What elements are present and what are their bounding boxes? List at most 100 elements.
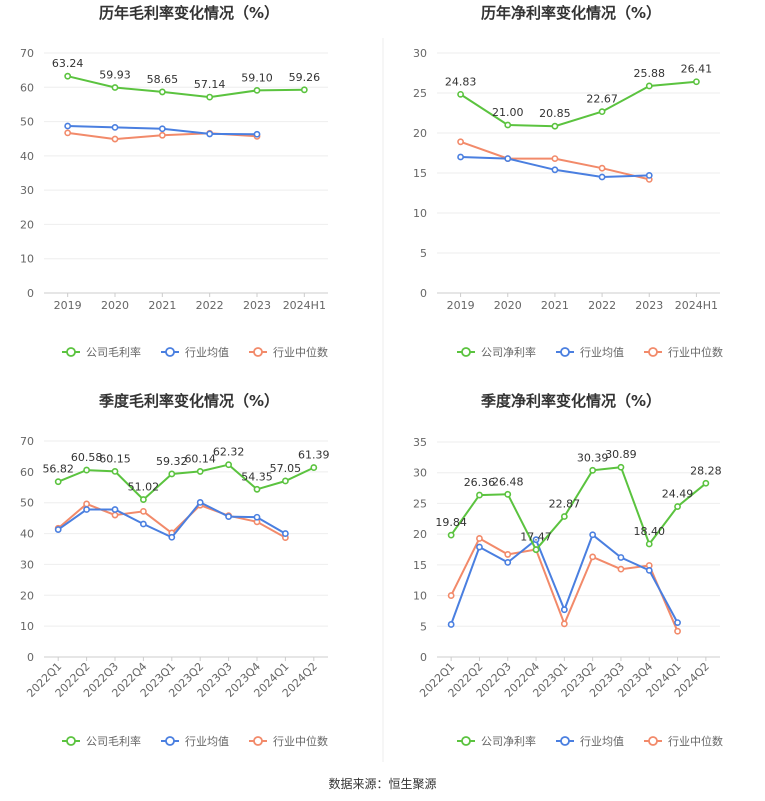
data-label: 62.32 xyxy=(213,446,245,459)
x-tick-label: 2024H1 xyxy=(675,299,718,312)
legend-marker xyxy=(560,347,570,357)
data-label: 59.32 xyxy=(156,455,188,468)
data-label: 28.28 xyxy=(690,464,722,477)
legend-marker xyxy=(165,736,175,746)
legend-label: 行业中位数 xyxy=(668,345,723,359)
legend-marker xyxy=(165,347,175,357)
y-tick-label: 35 xyxy=(413,436,427,449)
data-point-industry_avg xyxy=(281,530,289,537)
y-tick-label: 20 xyxy=(413,127,427,140)
legend-label: 公司净利率 xyxy=(481,345,536,359)
legend-marker xyxy=(253,347,263,357)
y-tick-label: 25 xyxy=(413,497,427,510)
y-tick-label: 70 xyxy=(20,435,34,448)
data-point-company xyxy=(457,90,464,98)
data-point-industry_median xyxy=(617,565,625,573)
data-point-company xyxy=(225,461,232,469)
x-tick-label: 2020 xyxy=(101,299,129,312)
chart-title: 季度净利率变化情况（%） xyxy=(481,392,661,410)
x-tick-label: 2022 xyxy=(196,299,224,312)
data-point-industry_avg xyxy=(504,559,512,566)
legend-label: 行业均值 xyxy=(580,346,624,359)
data-label: 61.39 xyxy=(298,449,330,462)
data-point-industry_median xyxy=(504,551,512,558)
data-point-company xyxy=(560,513,568,520)
data-point-company xyxy=(206,93,214,101)
data-point-industry_avg xyxy=(645,171,653,179)
data-point-industry_median xyxy=(158,131,166,139)
data-point-industry_median xyxy=(64,129,72,137)
data-point-industry_median xyxy=(139,507,147,515)
legend-label: 行业中位数 xyxy=(273,345,328,359)
data-point-industry_avg xyxy=(225,513,232,520)
data-label: 63.24 xyxy=(52,57,84,70)
y-tick-label: 50 xyxy=(20,497,34,510)
data-point-industry_avg xyxy=(476,543,483,551)
chart-panel-3: 季度毛利率变化情况（%）0102030405060702022Q12022Q22… xyxy=(20,392,330,748)
y-tick-label: 10 xyxy=(20,620,34,633)
legend-item-industry_median: 行业中位数 xyxy=(249,734,328,748)
data-point-industry_avg xyxy=(253,130,261,138)
chart-panel-4: 季度净利率变化情况（%）051015202530352022Q12022Q220… xyxy=(413,392,723,748)
y-tick-label: 40 xyxy=(20,150,34,163)
data-label: 60.15 xyxy=(99,452,131,465)
legend-marker xyxy=(461,736,471,746)
data-point-industry_avg xyxy=(253,513,261,521)
y-tick-label: 5 xyxy=(420,620,427,633)
legend-marker xyxy=(560,736,570,746)
data-point-company xyxy=(64,72,72,80)
legend-item-industry_avg: 行业均值 xyxy=(161,735,229,748)
data-point-company xyxy=(645,82,653,90)
data-point-industry_avg xyxy=(551,166,559,174)
legend-item-industry_avg: 行业均值 xyxy=(556,735,624,748)
data-point-company xyxy=(476,491,483,499)
data-point-industry_avg xyxy=(83,506,90,513)
data-label: 17.47 xyxy=(520,531,552,544)
data-point-company xyxy=(589,466,597,474)
data-point-company xyxy=(674,503,681,510)
data-label: 54.35 xyxy=(241,470,273,483)
legend-marker xyxy=(461,347,471,357)
data-point-industry_median xyxy=(83,500,90,508)
legend-item-industry_avg: 行业均值 xyxy=(161,346,229,359)
data-point-industry_median xyxy=(598,164,606,172)
data-point-company xyxy=(504,121,512,129)
data-point-company xyxy=(300,86,308,94)
legend-item-industry_median: 行业中位数 xyxy=(644,734,723,748)
data-label: 58.65 xyxy=(147,73,179,86)
data-point-industry_avg xyxy=(598,173,606,181)
y-tick-label: 30 xyxy=(20,184,34,197)
legend-marker xyxy=(66,736,76,746)
data-point-company xyxy=(253,485,261,493)
data-point-industry_median xyxy=(457,138,464,146)
y-tick-label: 0 xyxy=(27,651,34,664)
legend-label: 公司毛利率 xyxy=(86,345,141,359)
data-label: 24.49 xyxy=(662,488,694,501)
y-tick-label: 15 xyxy=(413,559,427,572)
series-line-company xyxy=(450,466,707,552)
data-label: 30.89 xyxy=(605,448,637,461)
chart-title: 历年毛利率变化情况（%） xyxy=(99,4,279,22)
y-tick-label: 0 xyxy=(27,287,34,300)
y-tick-label: 20 xyxy=(413,528,427,541)
data-point-company xyxy=(504,490,512,498)
x-tick-label: 2024H1 xyxy=(283,299,326,312)
data-point-company xyxy=(645,540,653,548)
series-line-company xyxy=(57,463,315,501)
y-tick-label: 30 xyxy=(413,47,427,60)
data-label: 20.85 xyxy=(539,107,571,120)
data-label: 26.36 xyxy=(464,476,496,489)
data-point-industry_avg xyxy=(645,566,653,574)
data-point-company xyxy=(447,531,455,539)
legend-label: 行业均值 xyxy=(580,735,624,748)
y-tick-label: 10 xyxy=(413,590,427,603)
data-point-company xyxy=(693,78,700,86)
data-label: 21.00 xyxy=(492,106,524,119)
chart-panel-2: 历年净利率变化情况（%） 0 5 10 15 20 25 30 2019 2020 2021 2022… xyxy=(413,4,723,359)
y-tick-label: 30 xyxy=(413,467,427,480)
legend-item-company: 公司净利率 xyxy=(457,345,536,359)
data-point-industry_avg xyxy=(196,499,204,506)
x-tick-label: 2021 xyxy=(148,299,176,312)
data-label: 26.41 xyxy=(681,63,713,76)
data-label: 51.02 xyxy=(128,481,160,494)
